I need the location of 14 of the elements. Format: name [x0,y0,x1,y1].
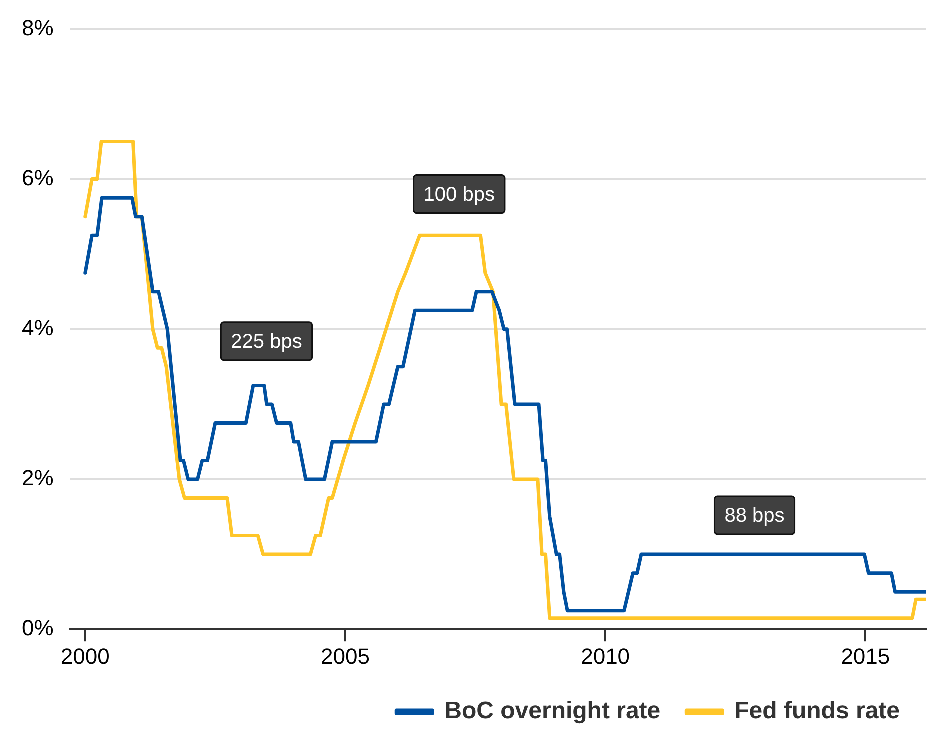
annotation: 225 bps [231,330,302,353]
y-tick-label: 6% [22,165,54,190]
legend-label: Fed funds rate [734,698,900,725]
annotation: 100 bps [424,184,495,206]
y-tick-label: 0% [22,616,54,641]
y-tick-label: 4% [22,315,54,340]
annotation: 88 bps [724,505,785,528]
x-tick-label: 2010 [581,644,630,669]
y-tick-label: 2% [22,466,54,491]
x-tick-label: 2015 [841,644,890,669]
x-tick-label: 2000 [60,644,110,669]
legend-label: BoC overnight rate [444,698,661,725]
x-tick-label: 2005 [321,644,370,669]
y-tick-label: 8% [22,15,54,40]
